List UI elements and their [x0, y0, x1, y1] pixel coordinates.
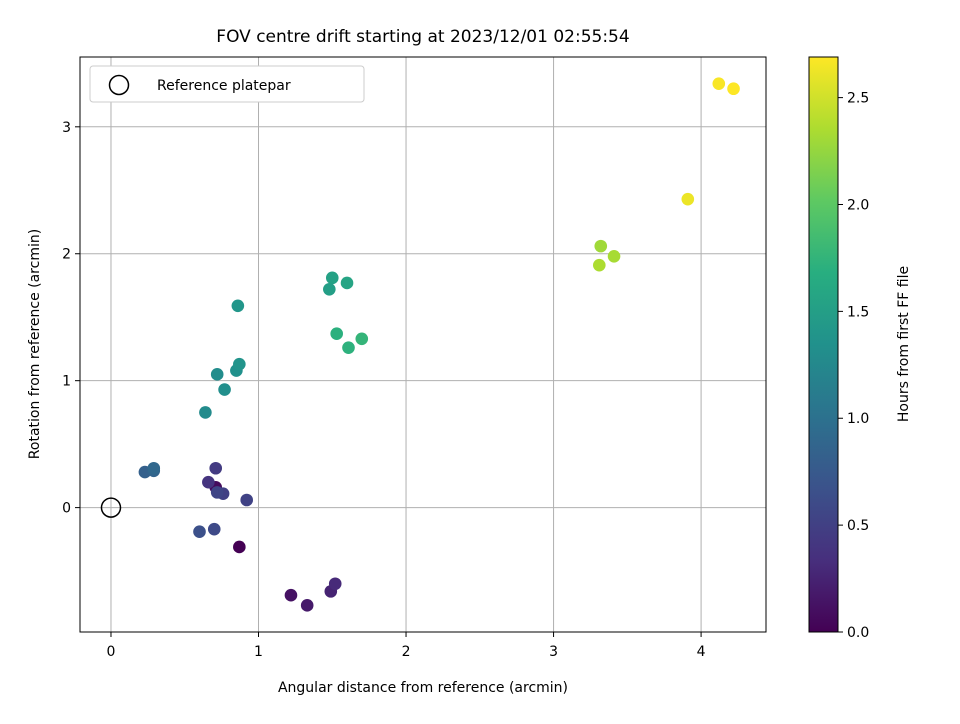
legend-entry-label: Reference platepar	[157, 78, 291, 94]
data-point	[330, 327, 343, 341]
data-point	[147, 461, 161, 475]
y-axis-label: Rotation from reference (arcmin)	[27, 229, 43, 459]
colorbar-tick-label: 1.5	[847, 304, 869, 320]
data-point	[727, 82, 740, 96]
reference-marker-group	[100, 497, 122, 518]
x-axis-label: Angular distance from reference (arcmin)	[278, 680, 568, 696]
colorbar-label: Hours from first FF file	[896, 266, 912, 422]
legend-box	[89, 65, 365, 103]
data-point	[233, 540, 246, 554]
plot-area-frame	[79, 56, 767, 633]
data-point	[199, 406, 212, 419]
x-tick-label: 3	[549, 644, 558, 660]
legend-marker-icon	[108, 74, 130, 96]
x-tick-label: 0	[107, 644, 116, 660]
colorbar-tick-label: 2.0	[847, 197, 869, 213]
legend: Reference platepar	[89, 65, 365, 103]
data-point	[210, 368, 224, 381]
x-tick-label: 4	[697, 644, 706, 660]
data-point	[284, 588, 298, 602]
x-tick-label: 1	[254, 644, 263, 660]
y-tick-label: 3	[62, 120, 71, 136]
data-point	[681, 192, 695, 206]
y-tick-label: 2	[62, 247, 71, 263]
data-point	[594, 239, 608, 253]
y-tick-label: 0	[62, 501, 71, 517]
colorbar-tick-label: 0.0	[847, 625, 869, 641]
data-point	[233, 357, 246, 371]
y-tick-label: 1	[62, 374, 71, 390]
data-point	[323, 282, 336, 296]
data-point	[328, 577, 342, 591]
data-point	[325, 271, 339, 285]
data-point	[340, 276, 354, 290]
colorbar-gradient	[808, 56, 839, 633]
x-axis-ticks: 0 1 2 3 4	[107, 632, 706, 660]
colorbar: 0.0 0.5 1.0 1.5 2.0 2.5 Hours from first FF f…	[808, 56, 912, 641]
data-point	[231, 299, 245, 313]
data-points	[138, 77, 740, 612]
colorbar-tick-label: 0.5	[847, 518, 869, 534]
colorbar-tick-label: 2.5	[847, 91, 869, 107]
grid-lines	[80, 57, 766, 632]
data-point	[207, 522, 221, 536]
colorbar-tick-label: 1.0	[847, 411, 869, 427]
data-point	[209, 461, 223, 475]
data-point	[193, 525, 206, 539]
x-tick-label: 2	[402, 644, 411, 660]
colorbar-ticks: 0.0 0.5 1.0 1.5 2.0 2.5	[838, 91, 869, 641]
reference-point-marker	[100, 497, 122, 518]
data-point	[210, 486, 224, 499]
data-point	[355, 332, 369, 346]
data-point	[712, 77, 726, 90]
data-point	[240, 493, 254, 507]
y-axis-ticks: 0 1 2 3	[62, 120, 80, 517]
data-point	[300, 599, 314, 612]
data-point	[218, 383, 231, 396]
data-point	[202, 475, 215, 489]
data-point	[342, 341, 355, 354]
chart-title: FOV centre drift starting at 2023/12/01 …	[216, 27, 629, 47]
data-point	[592, 258, 606, 272]
data-point	[607, 249, 621, 263]
